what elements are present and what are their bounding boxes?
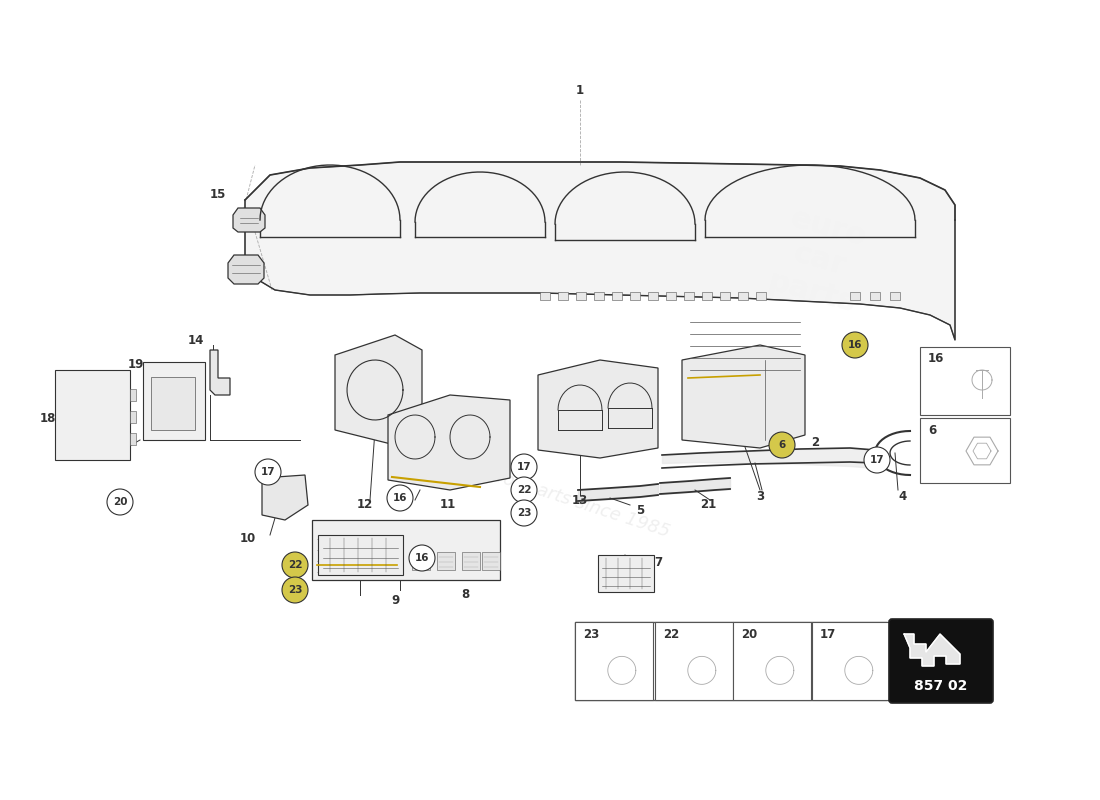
Polygon shape [682, 345, 805, 448]
Text: 19: 19 [128, 358, 144, 371]
Bar [702, 292, 712, 300]
Text: 2: 2 [811, 437, 819, 450]
Text: 13: 13 [572, 494, 588, 507]
Polygon shape [538, 360, 658, 458]
Bar [318, 535, 403, 575]
Bar [684, 292, 694, 300]
Text: a passion for parts since 1985: a passion for parts since 1985 [408, 439, 672, 541]
Circle shape [409, 545, 434, 571]
Text: 23: 23 [517, 508, 531, 518]
Bar [143, 362, 205, 440]
Text: euro
car
parts: euro car parts [764, 202, 876, 318]
Bar [733, 622, 811, 700]
Text: 1: 1 [576, 83, 584, 97]
Text: 8: 8 [461, 587, 469, 601]
Bar [55, 370, 130, 460]
Text: 18: 18 [40, 411, 56, 425]
Bar [130, 433, 136, 445]
Bar [482, 552, 500, 570]
Circle shape [512, 477, 537, 503]
Bar [594, 292, 604, 300]
Bar [540, 292, 550, 300]
Text: 9: 9 [390, 594, 399, 606]
Text: 17: 17 [820, 627, 836, 641]
Text: 14: 14 [188, 334, 205, 346]
Circle shape [512, 500, 537, 526]
Text: 22: 22 [517, 485, 531, 495]
Bar [920, 347, 1010, 415]
Text: 12: 12 [356, 498, 373, 511]
Bar [558, 292, 568, 300]
Text: 7: 7 [653, 557, 662, 570]
Bar [598, 555, 654, 592]
Bar [576, 292, 586, 300]
Text: 4: 4 [899, 490, 907, 503]
Polygon shape [262, 475, 308, 520]
Bar [630, 292, 640, 300]
Bar [870, 292, 880, 300]
Text: 6: 6 [928, 423, 936, 437]
Polygon shape [336, 335, 422, 445]
Text: 21: 21 [700, 498, 716, 510]
Polygon shape [245, 162, 955, 340]
Text: 16: 16 [928, 353, 945, 366]
Circle shape [282, 577, 308, 603]
Text: 20: 20 [741, 627, 757, 641]
Polygon shape [228, 255, 264, 284]
Polygon shape [210, 350, 230, 395]
FancyBboxPatch shape [889, 619, 993, 703]
Bar [654, 622, 733, 700]
Bar [756, 292, 766, 300]
Text: 17: 17 [870, 455, 884, 465]
Polygon shape [388, 395, 510, 490]
Polygon shape [233, 208, 265, 232]
Circle shape [282, 552, 308, 578]
Text: 16: 16 [393, 493, 407, 503]
Bar [850, 292, 860, 300]
Circle shape [387, 485, 412, 511]
Text: 22: 22 [288, 560, 302, 570]
Bar [575, 622, 653, 700]
Circle shape [864, 447, 890, 473]
Circle shape [255, 459, 280, 485]
Text: 23: 23 [288, 585, 302, 595]
Circle shape [769, 432, 795, 458]
Text: 23: 23 [583, 627, 600, 641]
Bar [437, 552, 455, 570]
Text: 857 02: 857 02 [914, 679, 968, 693]
Bar [130, 411, 136, 423]
Bar [312, 520, 500, 580]
Bar [812, 622, 890, 700]
Circle shape [512, 454, 537, 480]
Text: 3: 3 [756, 490, 764, 503]
Text: 16: 16 [848, 340, 862, 350]
Bar [612, 292, 621, 300]
Text: 11: 11 [440, 498, 456, 510]
Bar [738, 292, 748, 300]
Bar [412, 552, 430, 570]
Bar [890, 292, 900, 300]
Bar [648, 292, 658, 300]
Circle shape [107, 489, 133, 515]
Text: 6: 6 [779, 440, 785, 450]
Bar [720, 292, 730, 300]
Text: 22: 22 [663, 627, 680, 641]
Bar [920, 418, 1010, 483]
Text: 16: 16 [415, 553, 429, 563]
Text: 5: 5 [636, 503, 645, 517]
Text: 15: 15 [210, 189, 227, 202]
Bar [462, 552, 480, 570]
Text: 20: 20 [112, 497, 128, 507]
Bar [151, 377, 195, 430]
Polygon shape [904, 634, 960, 666]
Text: 10: 10 [240, 531, 256, 545]
Bar [130, 389, 136, 401]
Circle shape [842, 332, 868, 358]
Text: 17: 17 [517, 462, 531, 472]
Bar [575, 622, 887, 700]
Text: 17: 17 [261, 467, 275, 477]
Bar [666, 292, 676, 300]
